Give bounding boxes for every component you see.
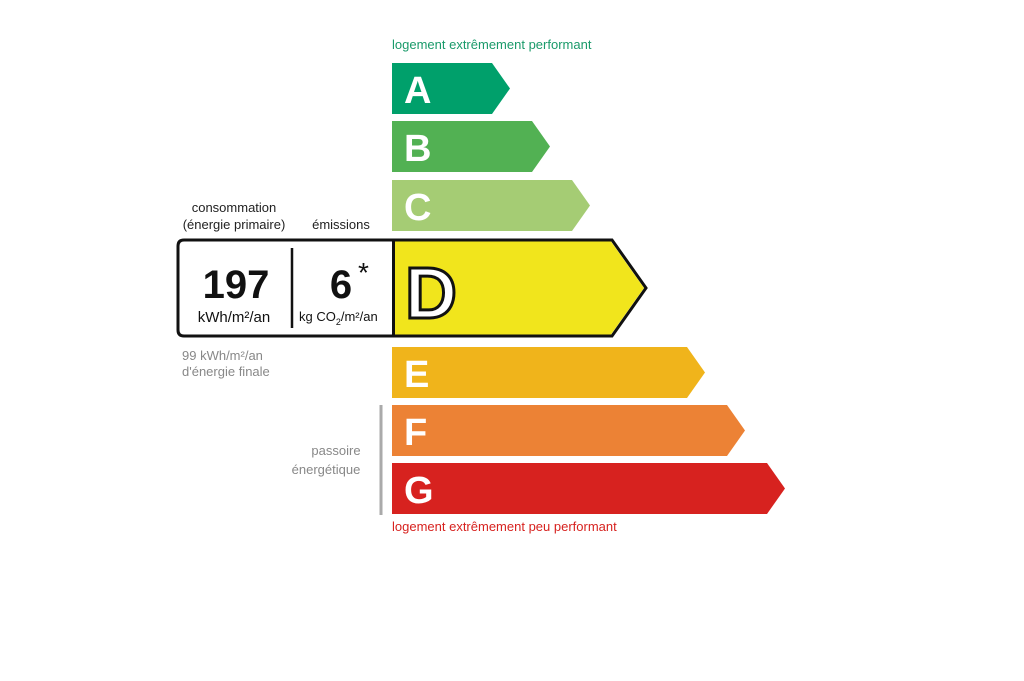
class-letter-A: A: [404, 70, 431, 112]
bottom-label: logement extrêmement peu performant: [392, 519, 617, 534]
consumption-sublabel: (énergie primaire): [183, 217, 286, 232]
passoire-sublabel: énergétique: [292, 462, 361, 477]
bar-G: [392, 463, 785, 514]
emissions-unit: kg CO2/m²/an: [299, 309, 378, 327]
bar-D: [394, 241, 644, 335]
consumption-label: consommation: [192, 200, 277, 215]
current-class-box: [176, 238, 648, 338]
class-letter-C: C: [404, 187, 431, 229]
final-energy-label: d'énergie finale: [182, 364, 270, 379]
final-energy-value: 99 kWh/m²/an: [182, 348, 263, 363]
passoire-label: passoire: [311, 443, 360, 458]
class-letter-E: E: [404, 354, 429, 396]
emissions-label: émissions: [312, 217, 370, 232]
top-label: logement extrêmement performant: [392, 37, 592, 52]
class-letter-B: B: [404, 128, 431, 170]
bar-C: [392, 180, 590, 231]
class-letter-D: D: [405, 254, 457, 334]
class-letter-F: F: [404, 412, 427, 454]
bar-B: [392, 121, 550, 172]
consumption-unit: kWh/m²/an: [198, 309, 271, 326]
bar-E: [392, 347, 705, 398]
bar-F: [392, 405, 745, 456]
bar-A: [392, 63, 510, 114]
class-letter-G: G: [404, 470, 434, 512]
emissions-value: 6: [330, 263, 352, 307]
emissions-asterisk: *: [358, 257, 369, 288]
consumption-value: 197: [203, 263, 270, 307]
